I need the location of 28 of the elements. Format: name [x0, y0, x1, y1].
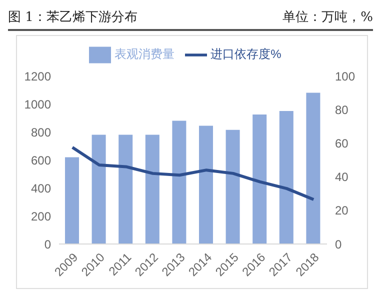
chart-title: 图 1：苯乙烯下游分布	[8, 9, 138, 26]
bar	[306, 92, 320, 244]
bar	[92, 134, 106, 244]
y-tick-label: 800	[30, 125, 52, 140]
y2-tick-label: 80	[335, 102, 349, 117]
bar	[252, 114, 267, 244]
bar	[279, 111, 294, 244]
y2-tick-label: 40	[335, 170, 349, 184]
bar	[118, 134, 133, 244]
y-tick-label: 600	[30, 153, 52, 168]
y-tick-label: 0	[44, 237, 52, 252]
y-tick-label: 400	[30, 181, 52, 196]
bar	[199, 126, 213, 244]
y2-tick-label: 20	[335, 204, 349, 218]
line-series	[70, 146, 316, 201]
y-tick-label: 1000	[24, 97, 52, 112]
y2-tick-label: 60	[335, 136, 349, 150]
chart-subtitle: 单位：万吨，%	[282, 9, 373, 26]
y-tick-label: 1200	[24, 69, 52, 84]
bar	[65, 157, 79, 244]
y2-tick-label: 0	[335, 237, 342, 252]
legend-label: 表观消费量	[114, 47, 175, 62]
y-tick-label: 200	[30, 209, 52, 224]
bar	[172, 120, 186, 244]
legend-label: 进口依存度%	[210, 47, 282, 62]
bar	[226, 130, 240, 244]
y2-tick-label: 100	[335, 69, 356, 84]
bar	[145, 134, 160, 244]
